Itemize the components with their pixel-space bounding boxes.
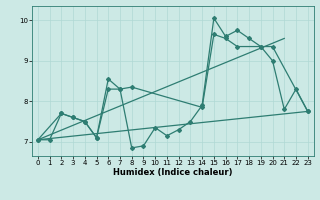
X-axis label: Humidex (Indice chaleur): Humidex (Indice chaleur) bbox=[113, 168, 233, 177]
